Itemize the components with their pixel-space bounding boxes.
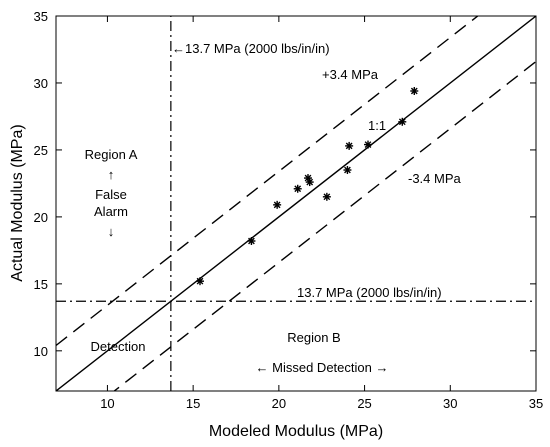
region-a-label: Region A	[85, 147, 138, 162]
data-point	[410, 87, 419, 95]
y-tick-label: 15	[34, 277, 48, 292]
identity-label: 1:1	[368, 118, 386, 133]
data-point	[247, 237, 256, 245]
x-tick-label: 25	[357, 396, 371, 411]
upper-band-line	[56, 16, 479, 347]
y-axis-label: Actual Modulus (MPa)	[9, 124, 26, 281]
data-point	[273, 200, 282, 209]
data-point	[364, 140, 372, 149]
region-a-arrow-up: ↑	[108, 167, 115, 182]
x-tick-label: 10	[100, 396, 114, 411]
x-tick-label: 15	[186, 396, 200, 411]
upper-band-label: +3.4 MPa	[322, 67, 379, 82]
identity-line	[56, 16, 536, 391]
x-tick-label: 30	[443, 396, 457, 411]
x-tick-label: 20	[272, 396, 286, 411]
region-b-label: Region B	[287, 330, 340, 345]
false-alarm-line2: Alarm	[94, 204, 128, 219]
data-point	[293, 184, 302, 193]
lower-band-line	[113, 60, 536, 391]
hline-label: 13.7 MPa (2000 lbs/in/in)	[297, 285, 442, 300]
y-tick-label: 20	[34, 210, 48, 225]
missed-detection-label: ← Missed Detection →	[256, 360, 389, 375]
lower-band-label: -3.4 MPa	[408, 171, 462, 186]
y-tick-label: 10	[34, 344, 48, 359]
vline-label: ←13.7 MPa (2000 lbs/in/in)	[172, 41, 330, 56]
x-axis-label: Modeled Modulus (MPa)	[209, 423, 383, 440]
y-tick-label: 25	[34, 143, 48, 158]
data-point	[398, 117, 407, 126]
false-alarm-line1: False	[95, 187, 127, 202]
y-tick-label: 30	[34, 76, 48, 91]
data-points	[196, 87, 419, 286]
detection-label: Detection	[91, 339, 146, 354]
data-point	[343, 166, 352, 175]
data-point	[345, 141, 354, 150]
data-point	[305, 178, 314, 187]
x-axis: 10 15 20 25 30 35	[100, 16, 543, 411]
y-axis: 10 15 20 25 30 35	[34, 9, 536, 359]
data-point	[196, 277, 204, 286]
region-a-arrow-down: ↓	[108, 224, 115, 239]
reference-lines	[56, 16, 536, 391]
x-tick-label: 35	[529, 396, 543, 411]
y-tick-label: 35	[34, 9, 48, 24]
data-point	[322, 192, 331, 201]
plot-frame	[55, 15, 537, 392]
